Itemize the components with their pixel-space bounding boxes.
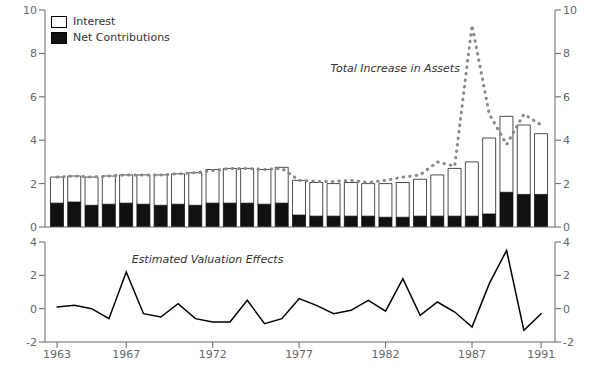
svg-text:0: 0 — [30, 221, 37, 232]
svg-text:2: 2 — [30, 178, 37, 191]
svg-text:1967: 1967 — [112, 348, 140, 361]
svg-text:4: 4 — [563, 134, 570, 147]
svg-text:1972: 1972 — [199, 348, 227, 361]
svg-text:2: 2 — [563, 269, 570, 282]
svg-text:10: 10 — [563, 4, 577, 17]
svg-text:8: 8 — [30, 47, 37, 60]
svg-text:1977: 1977 — [285, 348, 313, 361]
svg-text:-2: -2 — [563, 336, 574, 349]
svg-text:1963: 1963 — [43, 348, 71, 361]
html-text:Estimated Valuation Effects: Estimated Valuation Effects — [131, 253, 284, 266]
svg-text:6: 6 — [563, 91, 570, 104]
svg-text:2: 2 — [563, 178, 570, 191]
svg-text:6: 6 — [30, 91, 37, 104]
html-text:Net Contributions: Net Contributions — [73, 31, 170, 44]
svg-text:4: 4 — [563, 236, 570, 249]
svg-text:1982: 1982 — [372, 348, 400, 361]
svg-text:1987: 1987 — [458, 348, 486, 361]
svg-text:0: 0 — [563, 221, 570, 232]
svg-text:-2: -2 — [26, 336, 37, 349]
svg-text:1991: 1991 — [527, 348, 555, 361]
svg-text:0: 0 — [30, 303, 37, 316]
html-text:Total Increase in Assets: Total Increase in Assets — [330, 61, 460, 75]
svg-text:10: 10 — [23, 4, 37, 17]
svg-text:4: 4 — [30, 236, 37, 249]
svg-text:2: 2 — [30, 269, 37, 282]
html-text:Interest: Interest — [73, 15, 116, 28]
svg-text:4: 4 — [30, 134, 37, 147]
svg-text:0: 0 — [563, 303, 570, 316]
svg-text:8: 8 — [563, 47, 570, 60]
